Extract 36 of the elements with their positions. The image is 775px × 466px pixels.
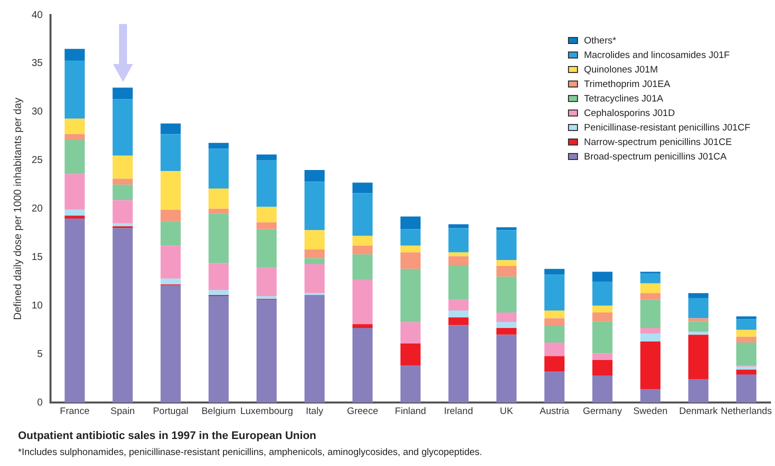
- x-tick-label: Netherlands: [720, 406, 772, 417]
- x-tick-label: Sweden: [633, 406, 668, 417]
- x-tick-label: Germany: [582, 406, 622, 417]
- legend-label: Others*: [584, 36, 616, 47]
- y-tick-label: 0: [37, 397, 44, 408]
- y-tick-label: 25: [32, 155, 44, 166]
- x-tick-label: Austria: [540, 406, 570, 417]
- x-tick-label: France: [60, 406, 90, 417]
- x-tick-label: Denmark: [679, 406, 718, 417]
- x-tick-label: Italy: [306, 406, 324, 417]
- x-tick-label: Greece: [346, 406, 378, 417]
- legend-label: Quinolones J01M: [584, 64, 658, 76]
- legend-label: Trimethoprim J01EA: [584, 79, 671, 90]
- x-tick-label: Portugal: [152, 406, 188, 417]
- y-tick-label: 5: [37, 348, 44, 360]
- y-tick-label: 15: [32, 252, 44, 263]
- legend-label: Tetracyclines J01A: [584, 94, 664, 105]
- y-tick-label: 10: [32, 300, 44, 312]
- x-tick-label: Belgium: [201, 406, 236, 417]
- x-tick-label: Luxembourg: [240, 406, 294, 417]
- x-tick-label: Ireland: [444, 406, 474, 417]
- legend-label: Penicillinase-resistant penicillins J01CF: [584, 122, 751, 134]
- legend-label: Macrolides and lincosamides J01F: [584, 50, 730, 62]
- y-tick-label: 35: [32, 58, 44, 70]
- y-tick-label: 20: [32, 204, 44, 215]
- text: *Includes sulphonamides, penicillinase-resistant penicillins, amphenicols, aminoglycosides, and glycopeptides.: [18, 447, 482, 458]
- x-tick-label: Spain: [110, 406, 135, 417]
- y-axis-title: Defined daily dose per 1000 inhabitants per day: [12, 96, 24, 320]
- y-tick-label: 40: [32, 10, 44, 21]
- legend-label: Narrow-spectrum penicillins J01CE: [584, 137, 732, 148]
- legend-label: Cephalosporins J01D: [584, 108, 675, 120]
- text: Outpatient antibiotic sales in 1997 in the European Union: [18, 430, 316, 442]
- x-tick-label: Finland: [394, 406, 426, 417]
- legend-label: Broad-spectrum penicillins J01CA: [584, 152, 728, 163]
- x-tick-label: UK: [500, 406, 514, 417]
- y-tick-label: 30: [32, 106, 44, 118]
